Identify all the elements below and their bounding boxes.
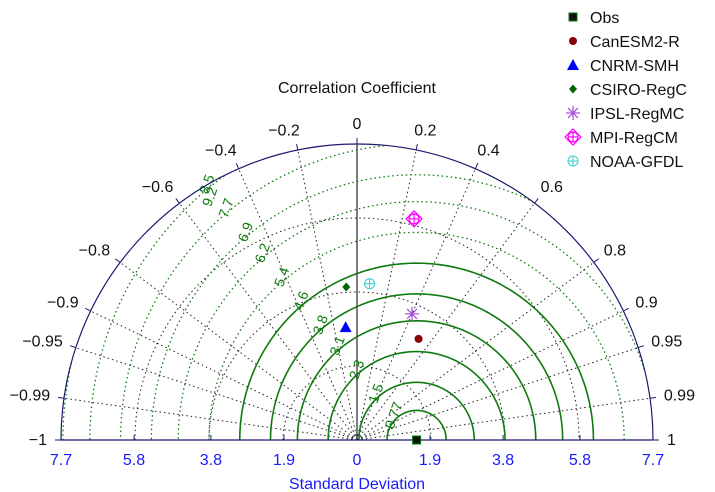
correlation-gridline [75, 347, 358, 441]
correlation-tick [57, 396, 65, 399]
correlation-tick [534, 198, 539, 204]
correlation-tick-label: −0.99 [10, 387, 51, 404]
std-tick-label: 3.8 [200, 452, 222, 469]
rms-contours: 0.771.52.33.13.84.65.46.26.97.78.59.2 [62, 145, 646, 441]
rms-contour [62, 362, 73, 441]
rms-contour [386, 409, 447, 441]
correlation-tick-label: 0.4 [477, 142, 499, 159]
marker-canesm2-r [414, 334, 423, 343]
correlation-tick [235, 163, 240, 169]
rms-contour [150, 174, 530, 441]
correlation-tick-label: 0.6 [541, 179, 563, 196]
correlation-tick [175, 198, 180, 204]
rms-contour [327, 350, 506, 441]
rms-contour [177, 201, 646, 441]
rms-contour-label: 4.6 [290, 289, 312, 313]
correlation-gridline [356, 202, 535, 441]
legend-marker [569, 37, 577, 45]
std-tick-label: 1.9 [273, 452, 295, 469]
correlation-tick-label: −0.95 [22, 333, 63, 350]
rms-contour-label: 8.5 [196, 172, 218, 196]
correlation-tick-label: 1 [667, 432, 676, 449]
correlation-tick [115, 258, 121, 263]
axis-layer: −1−0.99−0.95−0.9−0.8−0.6−0.4−0.2 0 0.20.40… [10, 116, 695, 469]
correlation-tick-label: −0.9 [47, 294, 79, 311]
std-tick-label: 5.8 [569, 452, 591, 469]
std-tick-label: 0 [353, 452, 362, 469]
legend-marker [567, 155, 579, 167]
rms-contour [238, 262, 595, 441]
rms-contour [208, 231, 625, 441]
correlation-tick-label: −0.4 [205, 142, 237, 159]
std-tick-label: 5.8 [123, 452, 145, 469]
correlation-tick [474, 163, 479, 169]
legend: Obs CanESM2-R CNRM-SMH CSIRO-RegC IPSL-RegMC… [564, 10, 687, 171]
grid-layer [63, 149, 651, 441]
correlation-tick-label: 0 [353, 116, 362, 133]
correlation-tick [415, 144, 418, 151]
legend-label: CanESM2-R [590, 34, 680, 51]
marker-csiro-regc [342, 282, 351, 292]
legend-marker [566, 106, 580, 120]
rms-contour-label: 5.4 [271, 265, 293, 289]
correlation-tick-label: 0.8 [604, 242, 626, 259]
rms-contour-label: 9.2 [199, 185, 221, 209]
std-tick-label: 7.7 [642, 452, 664, 469]
legend-marker [568, 12, 578, 22]
legend-marker [569, 84, 577, 94]
std-tick-label: 1.9 [419, 452, 441, 469]
rms-contour-label: 7.7 [215, 196, 237, 220]
legend-label: NOAA-GFDL [590, 154, 683, 171]
rms-contour-label: 3.1 [326, 333, 348, 357]
marker-ipsl-regmc [405, 306, 420, 321]
chart-title: Correlation Coefficient [278, 80, 437, 97]
legend-label: CSIRO-RegC [590, 82, 687, 99]
correlation-tick-label: 0.9 [635, 294, 657, 311]
legend-marker [564, 128, 582, 146]
rms-contour [269, 293, 564, 441]
marker-noaa-gfdl [363, 278, 376, 290]
correlation-tick-label: 0.99 [664, 387, 695, 404]
std-tick-label: 7.7 [50, 452, 72, 469]
std-gridline [134, 217, 580, 441]
marker-cnrm-smh [339, 321, 352, 333]
x-axis-label: Standard Deviation [289, 476, 425, 492]
correlation-tick [623, 307, 630, 312]
legend-label: CNRM-SMH [590, 58, 679, 75]
rms-contour-label: 6.2 [251, 241, 273, 265]
correlation-tick-label: −1 [29, 432, 47, 449]
correlation-tick-label: −0.2 [268, 122, 300, 139]
rms-contour [89, 175, 225, 441]
data-markers [339, 210, 423, 445]
correlation-tick-label: 0.2 [414, 122, 436, 139]
legend-marker [567, 59, 579, 70]
std-gridline [282, 365, 432, 441]
correlation-tick-label: 0.95 [651, 333, 682, 350]
rms-contour-label: 6.9 [234, 220, 256, 244]
correlation-tick [296, 144, 299, 151]
correlation-tick-label: −0.6 [142, 179, 174, 196]
correlation-tick [649, 396, 657, 399]
marker-mpi-regcm [405, 210, 423, 228]
rms-contour-label: 3.8 [309, 313, 331, 337]
correlation-gridline [356, 347, 639, 441]
std-tick-label: 3.8 [492, 452, 514, 469]
rms-contour-label: 1.5 [365, 381, 387, 405]
correlation-tick [638, 345, 645, 349]
correlation-tick [69, 345, 76, 349]
legend-label: MPI-RegCM [590, 130, 678, 147]
marker-obs [412, 435, 422, 445]
rms-contour [296, 320, 537, 441]
correlation-tick [593, 258, 599, 263]
legend-label: Obs [590, 10, 619, 27]
correlation-tick-label: −0.8 [79, 242, 111, 259]
legend-label: IPSL-RegMC [590, 106, 684, 123]
correlation-tick [84, 307, 91, 312]
rms-contour [119, 145, 385, 441]
rms-contour [358, 381, 476, 441]
